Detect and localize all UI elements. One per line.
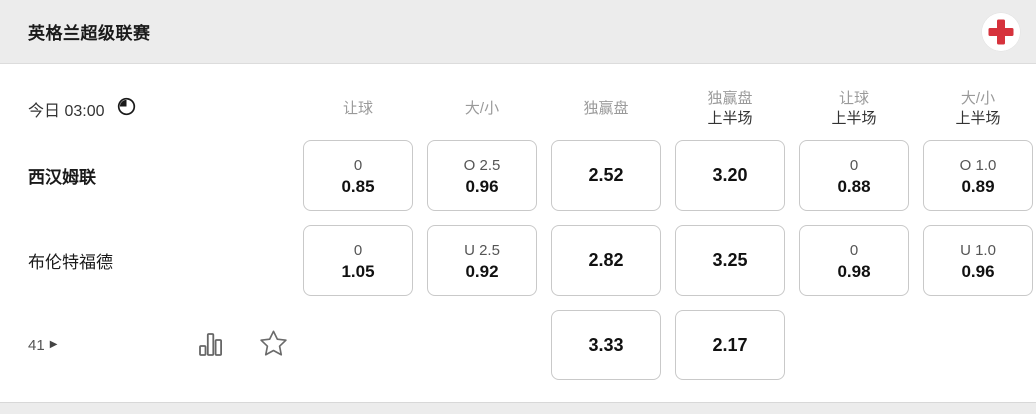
odds-box-home-handicap[interactable]: 0 0.85: [303, 140, 413, 211]
odds-price: 0.98: [837, 261, 871, 281]
column-header-over-under-1h: 大/小 上半场: [955, 90, 1001, 127]
odds-box-draw-moneyline[interactable]: 3.33: [551, 310, 661, 380]
odds-box-away-over-under-1h[interactable]: U 1.0 0.96: [923, 225, 1033, 296]
column-header-handicap: 让球: [342, 100, 373, 117]
match-time: 今日 03:00: [28, 97, 289, 121]
odds-price: 2.52: [588, 165, 624, 185]
odds-price: 3.20: [712, 165, 748, 185]
odds-box-away-handicap[interactable]: 0 1.05: [303, 225, 413, 296]
odds-line: 0: [353, 241, 363, 259]
stats-button[interactable]: [197, 329, 224, 362]
column-header-over-under: 大/小: [464, 100, 500, 117]
odds-table: 今日 03:00 让球 大/小 独赢盘 独赢盘 上半场 让球 上半: [0, 64, 1036, 380]
odds-price: 3.25: [712, 250, 748, 270]
league-title: 英格兰超级联赛: [28, 24, 151, 43]
odds-box-draw-moneyline-1h[interactable]: 2.17: [675, 310, 785, 380]
odds-line: U 2.5: [464, 241, 500, 259]
odds-price: 0.92: [465, 261, 499, 281]
table-row-draw: 41 ▶ 3.33: [0, 310, 1036, 380]
odds-box-away-handicap-1h[interactable]: 0 0.98: [799, 225, 909, 296]
odds-price: 0.96: [961, 261, 995, 281]
odds-price: 2.82: [588, 250, 624, 270]
star-icon: [258, 328, 289, 362]
bar-chart-icon: [197, 329, 224, 362]
markets-count: 41: [28, 336, 45, 354]
odds-line: 0: [849, 241, 859, 259]
clock-icon: [117, 97, 136, 121]
odds-price: 0.85: [341, 176, 375, 196]
odds-line: O 1.0: [959, 156, 997, 174]
odds-price: 0.96: [465, 176, 499, 196]
odds-price: 2.17: [712, 334, 748, 355]
odds-box-home-moneyline-1h[interactable]: 3.20: [675, 140, 785, 211]
odds-price: 1.05: [341, 261, 375, 281]
odds-box-away-moneyline[interactable]: 2.82: [551, 225, 661, 296]
odds-box-home-moneyline[interactable]: 2.52: [551, 140, 661, 211]
column-header-row: 今日 03:00 让球 大/小 独赢盘 独赢盘 上半场 让球 上半: [0, 78, 1036, 140]
odds-box-home-over-under-1h[interactable]: O 1.0 0.89: [923, 140, 1033, 211]
odds-line: 0: [353, 156, 363, 174]
odds-line: U 1.0: [960, 241, 996, 259]
odds-price: 0.88: [837, 176, 871, 196]
match-extras: 41 ▶: [28, 310, 289, 380]
column-header-moneyline: 独赢盘: [583, 100, 629, 117]
odds-box-home-handicap-1h[interactable]: 0 0.88: [799, 140, 909, 211]
odds-box-home-over-under[interactable]: O 2.5 0.96: [427, 140, 537, 211]
section-divider: [0, 402, 1036, 414]
home-team-name: 西汉姆联: [28, 168, 96, 187]
odds-box-away-moneyline-1h[interactable]: 3.25: [675, 225, 785, 296]
league-header: 英格兰超级联赛: [0, 0, 1036, 64]
more-markets-button[interactable]: 41 ▶: [28, 337, 57, 354]
column-header-handicap-1h: 让球 上半场: [831, 90, 877, 127]
match-time-label: 今日 03:00: [28, 103, 105, 120]
table-row-away: 布伦特福德 0 1.05 U 2.5 0.92 2.82 3.25 0 0.98…: [0, 225, 1036, 296]
odds-line: O 2.5: [463, 156, 501, 174]
odds-line: 0: [849, 156, 859, 174]
column-header-moneyline-1h: 独赢盘 上半场: [707, 90, 753, 127]
odds-price: 0.89: [961, 176, 995, 196]
odds-price: 3.33: [588, 334, 624, 355]
favorite-button[interactable]: [258, 328, 289, 362]
red-cross-icon: [982, 12, 1020, 51]
table-row-home: 西汉姆联 0 0.85 O 2.5 0.96 2.52 3.20 0 0.88 …: [0, 140, 1036, 211]
odds-box-away-over-under[interactable]: U 2.5 0.92: [427, 225, 537, 296]
away-team-name: 布伦特福德: [28, 253, 113, 272]
caret-right-icon: ▶: [49, 339, 58, 350]
